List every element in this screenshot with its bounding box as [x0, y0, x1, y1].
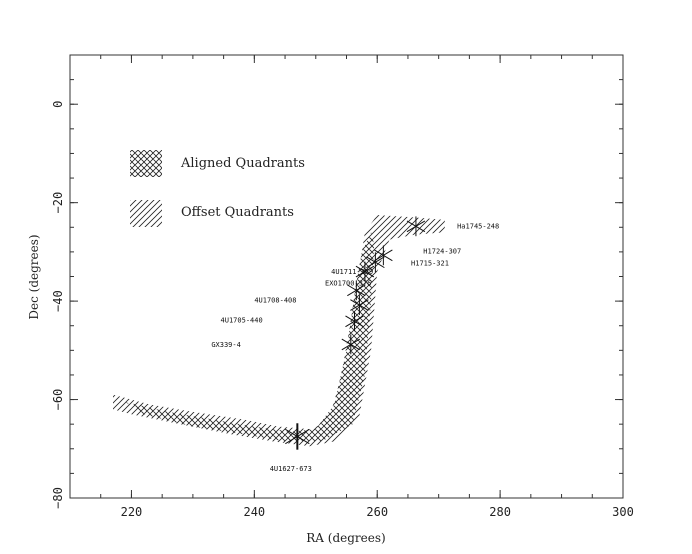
source-marker-7 — [285, 423, 310, 450]
source-marker-6 — [341, 334, 361, 355]
source-label-8: 4U1627-673 — [270, 465, 312, 473]
y-tick-label: −80 — [51, 487, 65, 509]
source-marker-3 — [406, 216, 426, 237]
y-tick-label: −20 — [51, 192, 65, 214]
source-label-7: H1715-321 — [411, 260, 449, 268]
source-marker-4 — [350, 295, 369, 315]
y-tick-label: 0 — [51, 101, 65, 108]
legend-swatch-offset — [130, 200, 162, 227]
y-axis-title: Dec (degrees) — [27, 234, 41, 319]
legend-label-aligned: Aligned Quadrants — [180, 156, 305, 171]
plot-frame — [69, 54, 624, 499]
aligned-quadrants-region — [125, 232, 375, 442]
source-marker-8 — [347, 280, 366, 301]
x-tick-label: 240 — [243, 505, 265, 519]
y-tick-label: −40 — [51, 290, 65, 312]
x-tick-label: 220 — [121, 505, 143, 519]
legend-label-offset: Offset Quadrants — [181, 205, 294, 220]
source-marker-5 — [345, 311, 364, 332]
x-axis-title: RA (degrees) — [306, 531, 385, 545]
y-tick-label: −60 — [51, 389, 65, 411]
x-tick-label: 280 — [489, 505, 511, 519]
x-tick-label: 300 — [612, 505, 634, 519]
source-label-1: EXO1700-376 — [325, 279, 371, 287]
source-label-6: H1724-307 — [423, 247, 461, 255]
source-marker-1 — [374, 245, 393, 266]
source-label-4: GX339-4 — [211, 341, 241, 349]
source-marker-2 — [366, 252, 385, 273]
legend-swatch-aligned — [130, 150, 162, 177]
source-label-3: 4U1705-440 — [221, 316, 263, 324]
source-label-0: 4U1711-339 — [331, 268, 373, 276]
source-marker-0 — [355, 261, 375, 282]
x-tick-label: 260 — [366, 505, 388, 519]
source-label-5: Ha1745-248 — [457, 222, 499, 230]
legend: Aligned Quadrants Offset Quadrants — [130, 150, 305, 227]
source-label-2: 4U1708-408 — [254, 297, 296, 305]
